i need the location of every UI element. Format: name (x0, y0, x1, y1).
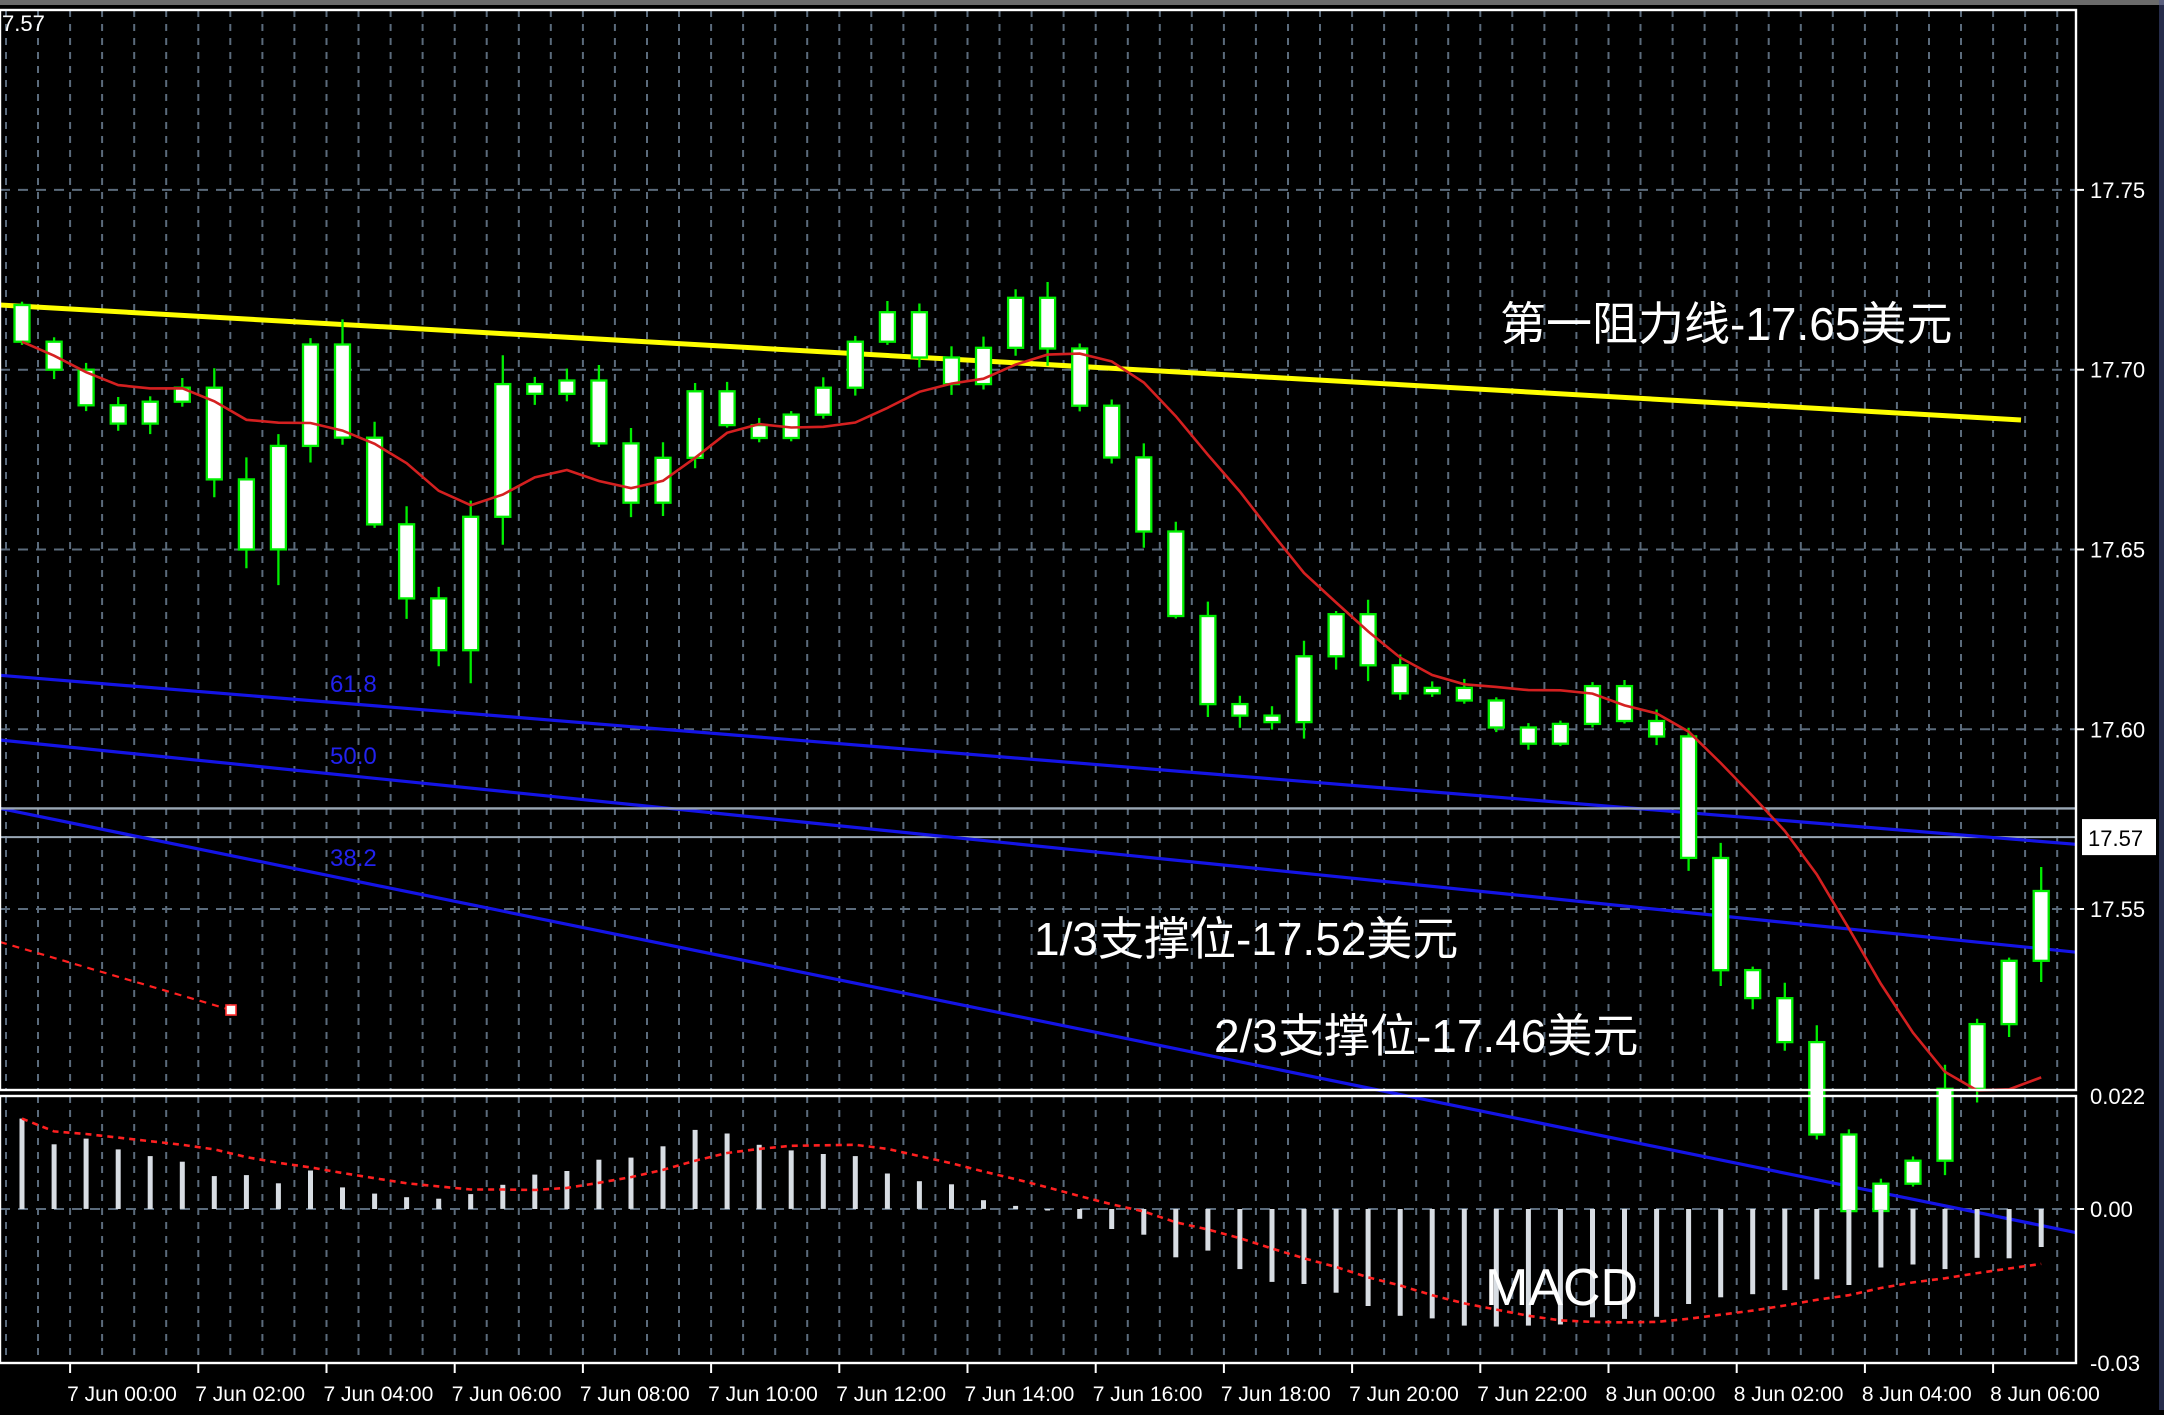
svg-text:38.2: 38.2 (330, 845, 377, 872)
svg-text:7 Jun 00:00: 7 Jun 00:00 (67, 1383, 177, 1406)
svg-text:17.55: 17.55 (2090, 897, 2145, 922)
svg-text:17.65: 17.65 (2090, 538, 2145, 563)
svg-text:7 Jun 16:00: 7 Jun 16:00 (1093, 1383, 1203, 1406)
svg-text:8 Jun 06:00: 8 Jun 06:00 (1990, 1383, 2100, 1406)
svg-text:7 Jun 06:00: 7 Jun 06:00 (452, 1383, 562, 1406)
svg-text:7 Jun 20:00: 7 Jun 20:00 (1349, 1383, 1459, 1406)
svg-text:17.70: 17.70 (2090, 358, 2145, 383)
svg-text:MACD: MACD (1485, 1259, 1638, 1317)
svg-text:1/3支撑位-17.52美元: 1/3支撑位-17.52美元 (1034, 913, 1458, 965)
svg-text:17.60: 17.60 (2090, 717, 2145, 742)
svg-text:7 Jun 12:00: 7 Jun 12:00 (836, 1383, 946, 1406)
svg-text:2/3支撑位-17.46美元: 2/3支撑位-17.46美元 (1214, 1010, 1638, 1062)
svg-text:7 Jun 18:00: 7 Jun 18:00 (1221, 1383, 1331, 1406)
svg-text:-0.03: -0.03 (2090, 1351, 2140, 1376)
svg-text:8 Jun 00:00: 8 Jun 00:00 (1606, 1383, 1716, 1406)
svg-text:0.00: 0.00 (2090, 1197, 2133, 1222)
svg-text:7 Jun 08:00: 7 Jun 08:00 (580, 1383, 690, 1406)
svg-text:7 Jun 22:00: 7 Jun 22:00 (1477, 1383, 1587, 1406)
svg-text:17.57: 17.57 (2088, 826, 2143, 851)
svg-text:50.0: 50.0 (330, 743, 377, 770)
svg-text:7 Jun 04:00: 7 Jun 04:00 (324, 1383, 434, 1406)
svg-text:7.57: 7.57 (2, 11, 45, 36)
svg-text:7 Jun 10:00: 7 Jun 10:00 (708, 1383, 818, 1406)
svg-text:7 Jun 14:00: 7 Jun 14:00 (965, 1383, 1075, 1406)
svg-text:7 Jun 02:00: 7 Jun 02:00 (195, 1383, 305, 1406)
svg-text:17.75: 17.75 (2090, 178, 2145, 203)
svg-text:8 Jun 04:00: 8 Jun 04:00 (1862, 1383, 1972, 1406)
svg-text:61.8: 61.8 (330, 671, 377, 698)
svg-text:8 Jun 02:00: 8 Jun 02:00 (1734, 1383, 1844, 1406)
svg-text:第一阻力线-17.65美元: 第一阻力线-17.65美元 (1500, 298, 1952, 350)
svg-text:0.022: 0.022 (2090, 1084, 2145, 1109)
